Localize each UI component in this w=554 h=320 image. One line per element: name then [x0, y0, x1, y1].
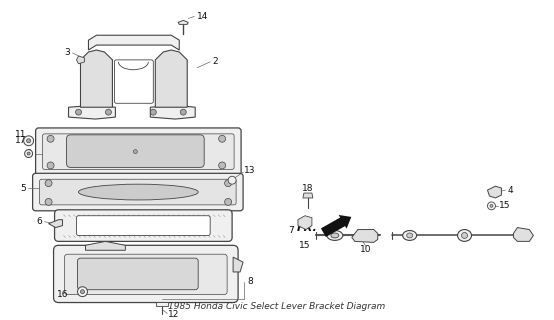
- Text: 8: 8: [247, 277, 253, 286]
- Polygon shape: [298, 216, 312, 229]
- Ellipse shape: [331, 233, 339, 238]
- Polygon shape: [49, 220, 63, 228]
- Circle shape: [24, 150, 33, 157]
- Circle shape: [47, 162, 54, 169]
- Circle shape: [27, 139, 30, 143]
- Polygon shape: [150, 105, 195, 119]
- FancyBboxPatch shape: [35, 128, 241, 175]
- FancyBboxPatch shape: [54, 210, 232, 241]
- Text: 11: 11: [14, 130, 26, 139]
- FancyBboxPatch shape: [115, 60, 153, 103]
- FancyArrow shape: [321, 215, 351, 237]
- FancyBboxPatch shape: [76, 216, 210, 236]
- Circle shape: [134, 150, 137, 154]
- Text: 9: 9: [335, 219, 341, 228]
- Circle shape: [180, 109, 186, 115]
- Text: 5: 5: [20, 184, 25, 193]
- Text: 12: 12: [168, 310, 179, 319]
- Polygon shape: [80, 50, 112, 107]
- Text: 10: 10: [360, 245, 372, 254]
- Ellipse shape: [327, 230, 343, 240]
- FancyBboxPatch shape: [64, 254, 227, 295]
- Circle shape: [45, 180, 52, 187]
- FancyBboxPatch shape: [33, 173, 243, 211]
- Text: 18: 18: [302, 184, 314, 193]
- Text: 16: 16: [57, 290, 69, 299]
- Polygon shape: [514, 228, 534, 241]
- Polygon shape: [352, 229, 378, 242]
- FancyBboxPatch shape: [66, 135, 204, 167]
- Circle shape: [45, 198, 52, 205]
- Text: 6: 6: [37, 217, 43, 226]
- Text: FR.: FR.: [296, 223, 317, 233]
- Ellipse shape: [461, 233, 468, 238]
- Ellipse shape: [407, 233, 413, 238]
- Circle shape: [228, 176, 236, 184]
- Text: 14: 14: [197, 12, 208, 21]
- Circle shape: [105, 109, 111, 115]
- FancyBboxPatch shape: [54, 245, 238, 302]
- Text: 7: 7: [288, 226, 294, 235]
- Circle shape: [490, 204, 493, 207]
- Text: 15: 15: [299, 241, 311, 250]
- Circle shape: [24, 136, 34, 146]
- Circle shape: [80, 290, 84, 294]
- Polygon shape: [178, 20, 188, 24]
- Ellipse shape: [403, 230, 417, 240]
- Circle shape: [75, 109, 81, 115]
- Text: 15: 15: [500, 201, 511, 210]
- Text: 4: 4: [507, 186, 513, 195]
- Ellipse shape: [458, 229, 471, 241]
- Text: 13: 13: [244, 166, 255, 175]
- Polygon shape: [156, 301, 168, 307]
- Text: 2: 2: [212, 57, 218, 66]
- FancyBboxPatch shape: [43, 134, 234, 169]
- FancyBboxPatch shape: [39, 179, 236, 205]
- Polygon shape: [155, 50, 187, 107]
- Text: 17: 17: [14, 136, 26, 145]
- Circle shape: [47, 135, 54, 142]
- Polygon shape: [488, 186, 501, 198]
- Circle shape: [488, 202, 495, 210]
- Text: 3: 3: [65, 48, 70, 58]
- Polygon shape: [89, 35, 179, 50]
- Circle shape: [224, 180, 232, 187]
- FancyBboxPatch shape: [78, 258, 198, 290]
- Polygon shape: [233, 257, 243, 272]
- Circle shape: [27, 152, 30, 155]
- Polygon shape: [69, 105, 115, 119]
- Text: 1985 Honda Civic Select Lever Bracket Diagram: 1985 Honda Civic Select Lever Bracket Di…: [168, 302, 386, 311]
- Text: 1: 1: [27, 149, 33, 158]
- Polygon shape: [303, 193, 313, 198]
- Polygon shape: [76, 56, 84, 64]
- Circle shape: [150, 109, 156, 115]
- Circle shape: [219, 162, 225, 169]
- Circle shape: [78, 287, 88, 297]
- Ellipse shape: [79, 184, 198, 200]
- Circle shape: [219, 135, 225, 142]
- Polygon shape: [85, 241, 125, 250]
- Circle shape: [224, 198, 232, 205]
